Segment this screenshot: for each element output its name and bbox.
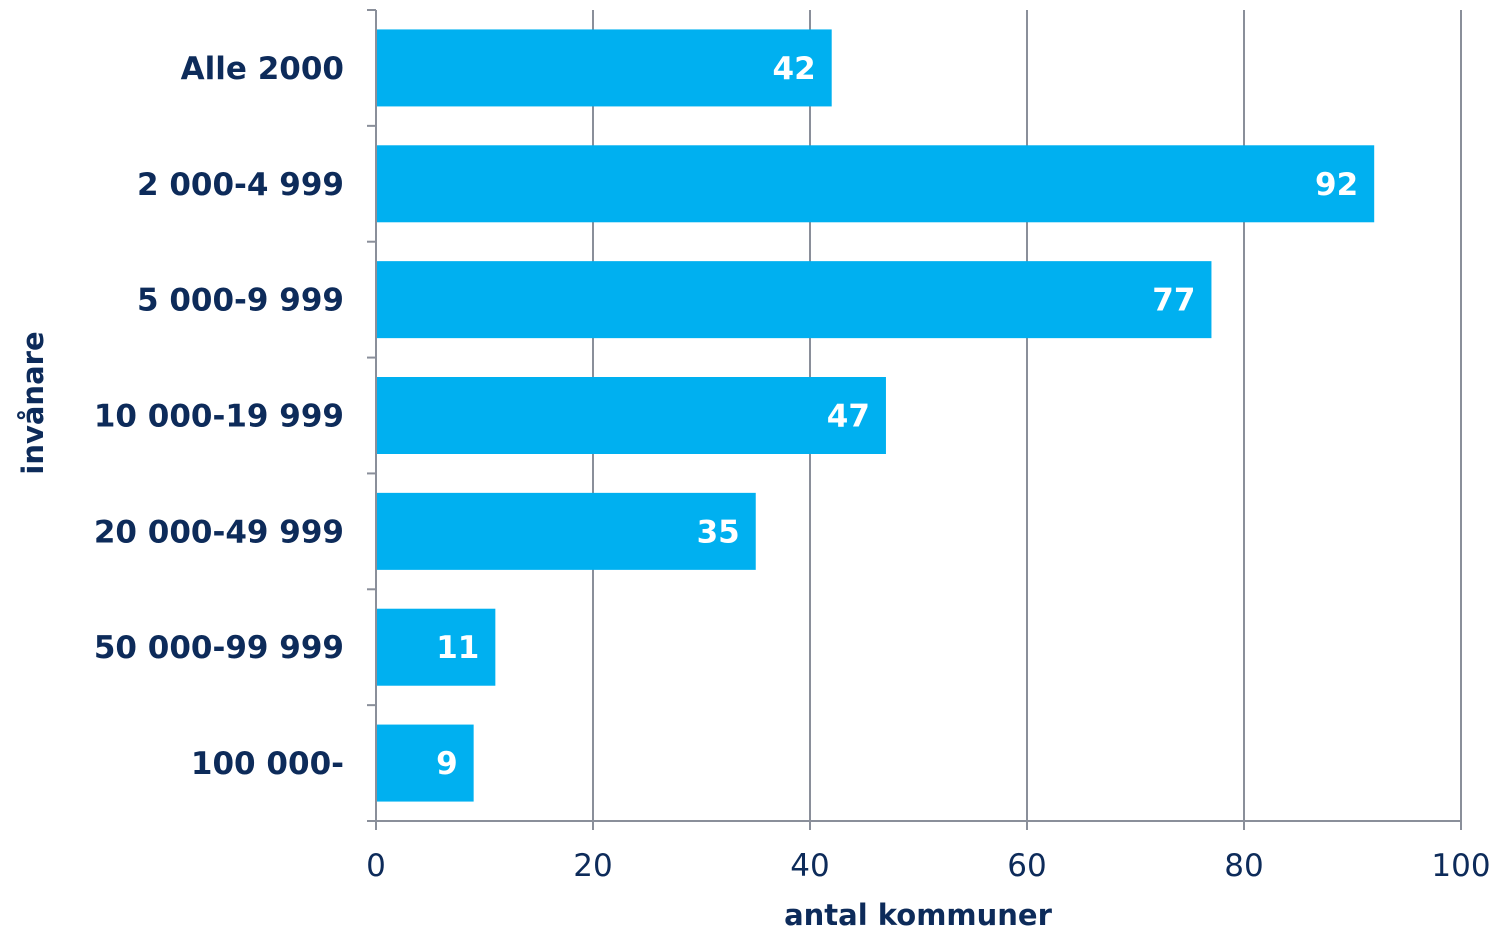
category-label: 5 000-9 999 bbox=[137, 283, 344, 319]
category-labels: Alle 2000 2 000-4 999 5 000-9 999 10 000-19… bbox=[94, 51, 344, 782]
x-tick-label: 100 bbox=[1431, 848, 1490, 884]
category-label: 20 000-49 999 bbox=[94, 514, 344, 550]
category-label: Alle 2000 bbox=[181, 51, 344, 87]
axes bbox=[367, 9, 1462, 830]
bar bbox=[376, 608, 496, 686]
x-tick-label: 20 bbox=[573, 848, 612, 884]
bar bbox=[376, 29, 832, 107]
y-axis-title: invånare bbox=[16, 331, 50, 474]
x-tick-label: 80 bbox=[1224, 848, 1263, 884]
data-label: 35 bbox=[697, 514, 740, 550]
x-tick-label: 60 bbox=[1007, 848, 1046, 884]
bar bbox=[376, 377, 886, 454]
x-axis-title: antal kommuner bbox=[784, 898, 1053, 927]
x-tick-label: 40 bbox=[790, 848, 829, 884]
data-label: 9 bbox=[436, 746, 458, 782]
category-label: 100 000- bbox=[191, 746, 344, 782]
x-tick-labels: 0 20 40 60 80 100 bbox=[366, 848, 1490, 884]
bar bbox=[376, 492, 756, 570]
bar bbox=[376, 724, 474, 802]
gridlines bbox=[592, 10, 1462, 821]
bar bbox=[376, 261, 1212, 339]
bars: 42 92 77 47 35 11 9 bbox=[376, 29, 1375, 802]
data-label: 92 bbox=[1315, 167, 1358, 203]
data-label: 11 bbox=[436, 630, 479, 666]
bar bbox=[376, 145, 1375, 223]
data-label: 77 bbox=[1152, 283, 1195, 319]
category-label: 2 000-4 999 bbox=[137, 167, 344, 203]
x-tick-label: 0 bbox=[366, 848, 386, 884]
category-label: 10 000-19 999 bbox=[94, 399, 344, 435]
data-label: 47 bbox=[827, 399, 870, 435]
data-label: 42 bbox=[773, 51, 816, 87]
category-label: 50 000-99 999 bbox=[94, 630, 344, 666]
